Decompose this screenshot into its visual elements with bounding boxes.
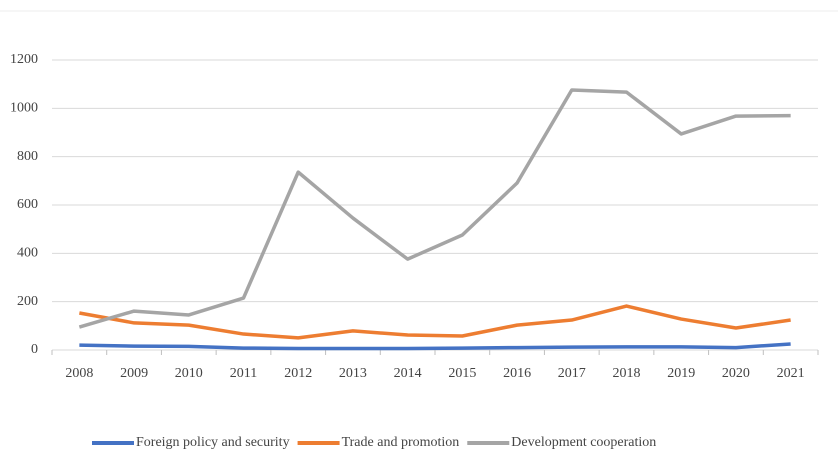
series-line <box>79 304 791 340</box>
x-tick-label: 2011 <box>230 366 257 381</box>
series-line <box>79 342 791 351</box>
y-tick-label: 0 <box>31 342 38 357</box>
x-tick-label: 2021 <box>777 366 805 381</box>
legend-label: Trade and promotion <box>342 435 460 450</box>
legend-label: Development cooperation <box>511 435 656 450</box>
legend-label: Foreign policy and security <box>136 435 290 450</box>
x-tick-label: 2012 <box>284 366 312 381</box>
x-tick-label: 2014 <box>394 366 422 381</box>
series-line <box>78 88 791 329</box>
x-tick-label: 2015 <box>448 366 476 381</box>
x-tick-label: 2008 <box>65 366 93 381</box>
y-tick-label: 200 <box>17 294 38 309</box>
y-tick-label: 800 <box>17 149 38 164</box>
x-tick-label: 2020 <box>722 366 750 381</box>
legend: Foreign policy and security Trade and pro… <box>92 435 656 450</box>
y-tick-label: 1200 <box>10 52 38 67</box>
x-tick-label: 2010 <box>175 366 203 381</box>
y-tick-label: 400 <box>17 246 38 261</box>
x-tick-label: 2016 <box>503 366 531 381</box>
x-tick-label: 2019 <box>667 366 695 381</box>
x-tick-label: 2013 <box>339 366 367 381</box>
y-tick-label: 1000 <box>10 101 38 116</box>
x-tick-label: 2009 <box>120 366 148 381</box>
x-tick-label: 2018 <box>613 366 641 381</box>
x-tick-label: 2017 <box>558 366 586 381</box>
y-tick-label: 600 <box>17 197 38 212</box>
